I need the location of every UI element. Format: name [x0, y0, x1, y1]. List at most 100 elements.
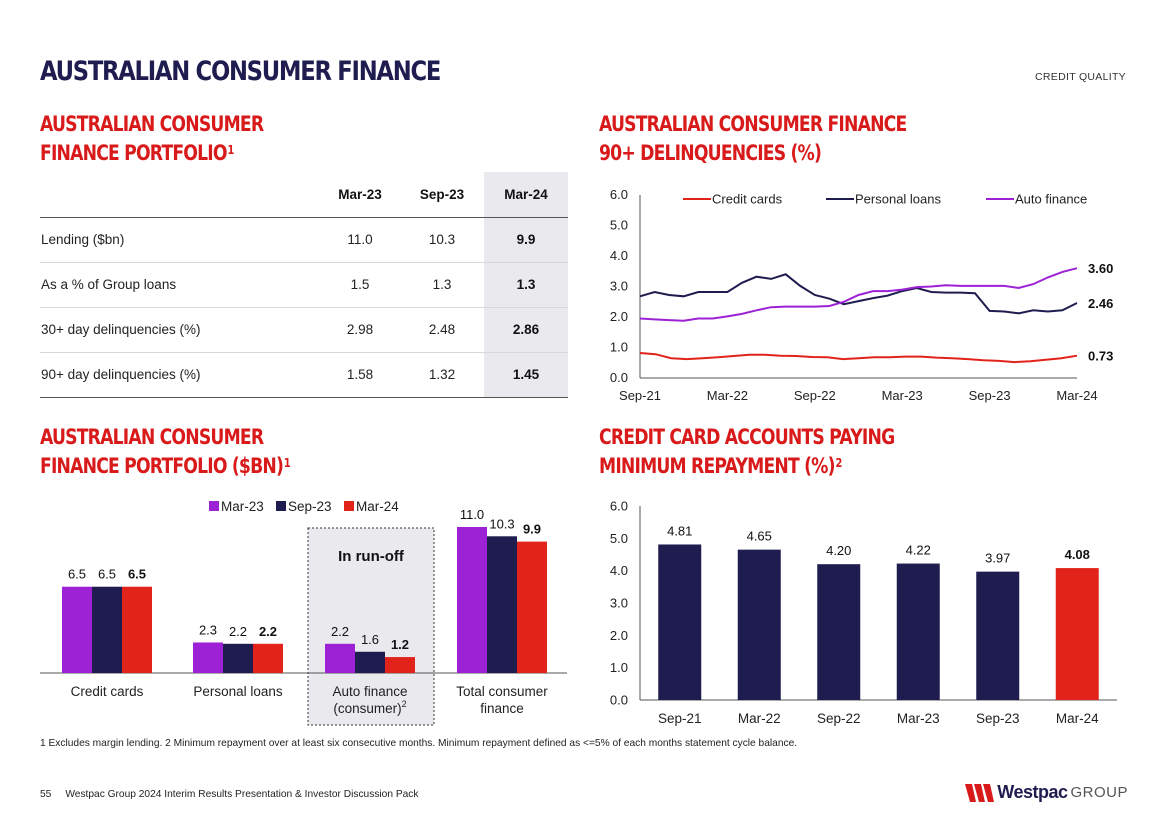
x-tick-label: Sep-21 [619, 388, 661, 403]
data-label: 2.2 [331, 624, 349, 639]
bar [122, 586, 152, 673]
data-label: 4.22 [906, 543, 931, 558]
y-tick-label: 0.0 [610, 370, 628, 385]
data-label: 2.2 [259, 624, 277, 639]
bar [325, 643, 355, 673]
data-label: 3.97 [985, 551, 1010, 566]
y-tick-label: 1.0 [610, 340, 628, 355]
bar [92, 586, 122, 673]
table-cell: 2.48 [428, 322, 456, 337]
bar [1055, 568, 1099, 700]
row-label: As a % of Group loans [41, 277, 177, 292]
x-tick-label: Sep-23 [976, 711, 1020, 726]
footnote-ref: 1 [283, 456, 291, 470]
bar [817, 564, 861, 700]
heading-line: FINANCE PORTFOLIO [40, 141, 228, 165]
series-end-label: 0.73 [1088, 349, 1113, 364]
series-end-label: 3.60 [1088, 261, 1113, 276]
footnote-ref: 2 [402, 699, 407, 709]
data-label: 6.5 [98, 567, 116, 582]
table-row: 30+ day delinquencies (%) 2.98 2.48 2.86 [40, 307, 568, 352]
data-label: 2.2 [229, 624, 247, 639]
footnote-ref: 2 [835, 456, 842, 470]
bar [62, 586, 92, 673]
footer: 55 Westpac Group 2024 Interim Results Pre… [40, 789, 418, 800]
table-cell: 2.98 [346, 322, 374, 337]
legend-label: Auto finance [1015, 192, 1087, 207]
x-tick-label: Sep-22 [817, 711, 861, 726]
section-tag: CREDIT QUALITY [1035, 71, 1126, 83]
y-tick-label: 0.0 [610, 693, 628, 708]
data-label: 10.3 [489, 516, 514, 531]
y-tick-label: 5.0 [610, 531, 628, 546]
y-tick-label: 2.0 [610, 309, 628, 324]
series-end-label: 2.46 [1088, 296, 1113, 311]
bar [517, 541, 547, 673]
series-line [639, 352, 1078, 364]
y-tick-label: 4.0 [610, 563, 628, 578]
heading-line: AUSTRALIAN CONSUMER FINANCE [599, 112, 907, 136]
row-label: 90+ day delinquencies (%) [41, 367, 201, 382]
runoff-box [307, 527, 435, 726]
table-cell: 1.3 [432, 277, 452, 292]
category-label: Credit cards [71, 684, 144, 699]
table-cell: 10.3 [428, 232, 456, 247]
x-tick-label: Sep-23 [969, 388, 1011, 403]
westpac-logo: Westpac GROUP [965, 782, 1128, 803]
heading-line: AUSTRALIAN CONSUMER [40, 112, 264, 136]
y-tick-label: 3.0 [610, 279, 628, 294]
current-period-highlight [484, 172, 568, 397]
table-cell: 1.3 [516, 277, 536, 292]
y-tick-label: 6.0 [610, 499, 628, 514]
category-label: Total consumer [456, 684, 548, 699]
x-tick-label: Mar-23 [882, 388, 923, 403]
x-tick-label: Sep-22 [794, 388, 836, 403]
min-repayment-chart-heading: CREDIT CARD ACCOUNTS PAYING MINIMUM REPA… [599, 423, 895, 481]
x-tick-label: Mar-24 [1056, 388, 1097, 403]
heading-line: 90+ DELINQUENCIES (%) [599, 141, 822, 165]
column-header: Sep-23 [419, 186, 465, 202]
x-tick-label: Mar-22 [707, 388, 748, 403]
data-label: 4.20 [826, 543, 851, 558]
legend-swatch [276, 501, 286, 511]
row-label: 30+ day delinquencies (%) [41, 322, 201, 337]
heading-line: CREDIT CARD ACCOUNTS PAYING [599, 425, 895, 449]
legend-swatch [209, 501, 219, 511]
x-tick-label: Sep-21 [658, 711, 702, 726]
heading-line: MINIMUM REPAYMENT (%) [599, 454, 835, 478]
table-cell: 2.86 [512, 322, 540, 337]
heading-line: FINANCE PORTFOLIO ($BN) [40, 454, 284, 478]
table-row: Lending ($bn) 11.0 10.3 9.9 [40, 217, 568, 262]
data-label: 4.65 [747, 529, 772, 544]
table-row: 90+ day delinquencies (%) 1.58 1.32 1.45 [40, 352, 568, 397]
bar [385, 657, 415, 673]
bar [223, 643, 253, 673]
document-title: Westpac Group 2024 Interim Results Prese… [65, 789, 419, 800]
westpac-w-icon [965, 783, 995, 802]
legend-label: Personal loans [855, 192, 941, 207]
page-title: AUSTRALIAN CONSUMER FINANCE [40, 56, 441, 87]
data-label: 4.08 [1065, 547, 1090, 562]
data-label: 1.2 [391, 637, 409, 652]
y-tick-label: 4.0 [610, 248, 628, 263]
table-row: As a % of Group loans 1.5 1.3 1.3 [40, 262, 568, 307]
column-header: Mar-24 [504, 186, 548, 202]
y-tick-label: 5.0 [610, 218, 628, 233]
y-tick-label: 1.0 [610, 660, 628, 675]
brand-name: Westpac [997, 782, 1068, 802]
data-label: 11.0 [460, 507, 484, 522]
legend-label: Mar-23 [221, 499, 264, 514]
footnote: 1 Excludes margin lending. 2 Minimum rep… [40, 738, 798, 749]
category-label: (consumer)2 [333, 699, 406, 716]
table-cell: 1.58 [346, 367, 374, 382]
bar [253, 643, 283, 673]
bar [193, 642, 223, 673]
row-label: Lending ($bn) [41, 232, 125, 247]
data-label: 2.3 [199, 622, 217, 637]
footnote-ref: 1 [227, 143, 235, 157]
bar [976, 571, 1020, 700]
table-header-row: Mar-23 Sep-23 Mar-24 [40, 172, 568, 217]
data-label: 9.9 [523, 522, 541, 537]
legend-swatch [344, 501, 354, 511]
category-label: finance [480, 701, 524, 716]
